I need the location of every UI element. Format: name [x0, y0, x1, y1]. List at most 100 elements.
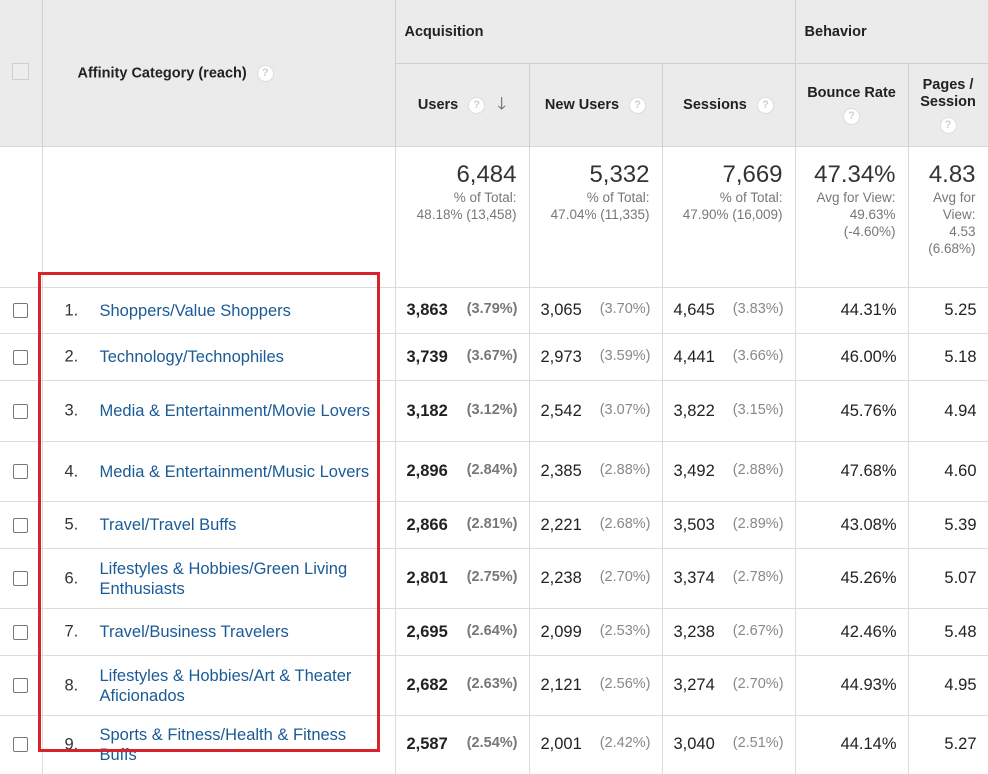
- sessions-pct: (2.88%): [732, 462, 784, 478]
- sessions-pct: (3.15%): [732, 401, 784, 418]
- sessions-cell: 4,645 (3.83%): [662, 287, 796, 334]
- new-users-pct: (3.59%): [599, 347, 651, 364]
- totals-empty-cell: [0, 146, 43, 288]
- users-column-header[interactable]: Users? 🡓: [395, 63, 530, 147]
- users-cell: 2,682 (2.63%): [395, 655, 530, 716]
- users-pct: (2.75%): [466, 569, 518, 585]
- pages-session-header-label-2: Session: [920, 93, 976, 110]
- row-checkbox[interactable]: [13, 517, 29, 533]
- new-users-pct: (2.88%): [599, 462, 651, 478]
- new-users-pct: (2.68%): [599, 515, 651, 532]
- category-link[interactable]: Shoppers/Value Shoppers: [99, 301, 291, 320]
- bounce-rate-cell: 44.93%: [795, 655, 909, 716]
- new-users-column-header[interactable]: New Users?: [529, 63, 663, 147]
- new-users-pct: (3.07%): [599, 401, 651, 418]
- users-pct: (2.63%): [466, 676, 518, 692]
- help-icon[interactable]: ?: [843, 108, 861, 125]
- help-icon[interactable]: ?: [256, 64, 274, 82]
- bounce-rate-total: 47.34% Avg for View: 49.63% (-4.60%): [795, 146, 909, 288]
- category-cell: 9. Sports & Fitness/Health & Fitness Buf…: [42, 715, 396, 774]
- category-cell: 8. Lifestyles & Hobbies/Art & Theater Af…: [42, 655, 396, 716]
- category-link[interactable]: Travel/Business Travelers: [99, 623, 289, 641]
- new-users-cell: 2,542 (3.07%): [529, 380, 663, 442]
- new-users-pct: (2.56%): [599, 676, 651, 692]
- pages-session-header-label-1: Pages /: [922, 76, 974, 93]
- sessions-column-header[interactable]: Sessions?: [662, 63, 796, 147]
- row-checkbox[interactable]: [13, 624, 29, 640]
- users-pct: (2.84%): [466, 462, 518, 478]
- bounce-rate-cell: 46.00%: [795, 333, 909, 381]
- row-checkbox[interactable]: [13, 303, 29, 319]
- bounce-rate-total-label: Avg for View:: [816, 190, 896, 205]
- row-select-cell: [0, 501, 43, 549]
- new-users-value: 3,065: [540, 301, 582, 319]
- bounce-rate-cell: 43.08%: [795, 501, 909, 549]
- bounce-rate-cell: 45.26%: [795, 548, 909, 609]
- category-link[interactable]: Travel/Travel Buffs: [99, 516, 237, 534]
- new-users-cell: 2,001 (2.42%): [529, 715, 663, 774]
- category-link[interactable]: Sports & Fitness/Health & Fitness Buffs: [99, 725, 347, 764]
- row-checkbox[interactable]: [13, 349, 29, 365]
- category-cell: 1. Shoppers/Value Shoppers: [42, 287, 396, 334]
- table-row: 1. Shoppers/Value Shoppers 3,863 (3.79%) …: [0, 287, 988, 334]
- users-value: 2,801: [406, 569, 448, 587]
- pages-session-cell: 4.60: [908, 441, 988, 502]
- select-all-cell: [0, 0, 43, 147]
- row-select-cell: [0, 548, 43, 609]
- row-rank: 3.: [64, 401, 79, 420]
- category-link[interactable]: Technology/Technophiles: [99, 348, 284, 366]
- help-icon[interactable]: ?: [629, 96, 647, 114]
- select-all-checkbox[interactable]: [12, 62, 30, 80]
- bounce-rate-column-header[interactable]: Bounce Rate ?: [795, 63, 909, 147]
- sessions-value: 3,503: [673, 515, 715, 534]
- table-row: 9. Sports & Fitness/Health & Fitness Buf…: [0, 715, 988, 774]
- sessions-pct: (2.51%): [732, 735, 784, 752]
- row-rank: 1.: [64, 301, 79, 319]
- users-cell: 2,695 (2.64%): [395, 608, 530, 656]
- bounce-rate-cell: 47.68%: [795, 441, 909, 502]
- new-users-value: 2,238: [540, 569, 582, 587]
- category-cell: 4. Media & Entertainment/Music Lovers: [42, 441, 396, 502]
- pages-session-column-header[interactable]: Pages / Session ?: [908, 63, 988, 147]
- new-users-pct: (2.53%): [599, 622, 651, 639]
- sessions-cell: 3,274 (2.70%): [662, 655, 796, 716]
- new-users-value: 2,121: [540, 676, 582, 694]
- row-checkbox[interactable]: [13, 678, 29, 694]
- row-checkbox[interactable]: [13, 737, 29, 753]
- pages-session-total-avg: 4.53: [949, 224, 976, 239]
- new-users-pct: (3.70%): [599, 301, 651, 317]
- sessions-pct: (2.67%): [732, 622, 784, 639]
- sessions-header-label: Sessions: [683, 97, 747, 113]
- category-link[interactable]: Media & Entertainment/Movie Lovers: [99, 402, 371, 420]
- pages-session-total-delta: (6.68%): [928, 241, 976, 256]
- pages-session-cell: 5.48: [908, 608, 988, 656]
- new-users-cell: 2,973 (3.59%): [529, 333, 663, 381]
- sessions-pct: (3.66%): [732, 347, 784, 364]
- category-link[interactable]: Lifestyles & Hobbies/Art & Theater Afici…: [99, 666, 352, 705]
- row-checkbox[interactable]: [13, 464, 29, 480]
- sessions-value: 3,374: [673, 569, 715, 587]
- sessions-value: 3,492: [673, 462, 715, 480]
- pages-session-cell: 5.39: [908, 501, 988, 549]
- arrow-down-icon[interactable]: 🡓: [497, 93, 507, 113]
- users-header-label: Users: [417, 97, 459, 113]
- pages-session-cell: 5.25: [908, 287, 988, 334]
- row-checkbox[interactable]: [13, 403, 29, 419]
- row-rank: 4.: [64, 462, 79, 480]
- dimension-header[interactable]: Affinity Category (reach)?: [42, 0, 396, 147]
- pages-session-cell: 4.94: [908, 380, 988, 442]
- sessions-cell: 3,040 (2.51%): [662, 715, 796, 774]
- category-cell: 3. Media & Entertainment/Movie Lovers: [42, 380, 396, 442]
- help-icon[interactable]: ?: [468, 96, 486, 114]
- row-rank: 5.: [64, 515, 79, 534]
- row-select-cell: [0, 441, 43, 502]
- category-link[interactable]: Media & Entertainment/Music Lovers: [99, 462, 370, 481]
- help-icon[interactable]: ?: [939, 116, 957, 134]
- pages-session-cell: 5.18: [908, 333, 988, 381]
- help-icon[interactable]: ?: [756, 96, 774, 114]
- category-link[interactable]: Lifestyles & Hobbies/Green Living Enthus…: [99, 559, 348, 598]
- users-cell: 3,863 (3.79%): [395, 287, 530, 334]
- users-total-label: % of Total:: [453, 190, 517, 205]
- table-row: 5. Travel/Travel Buffs 2,866 (2.81%) 2,22…: [0, 501, 988, 549]
- row-checkbox[interactable]: [13, 571, 29, 587]
